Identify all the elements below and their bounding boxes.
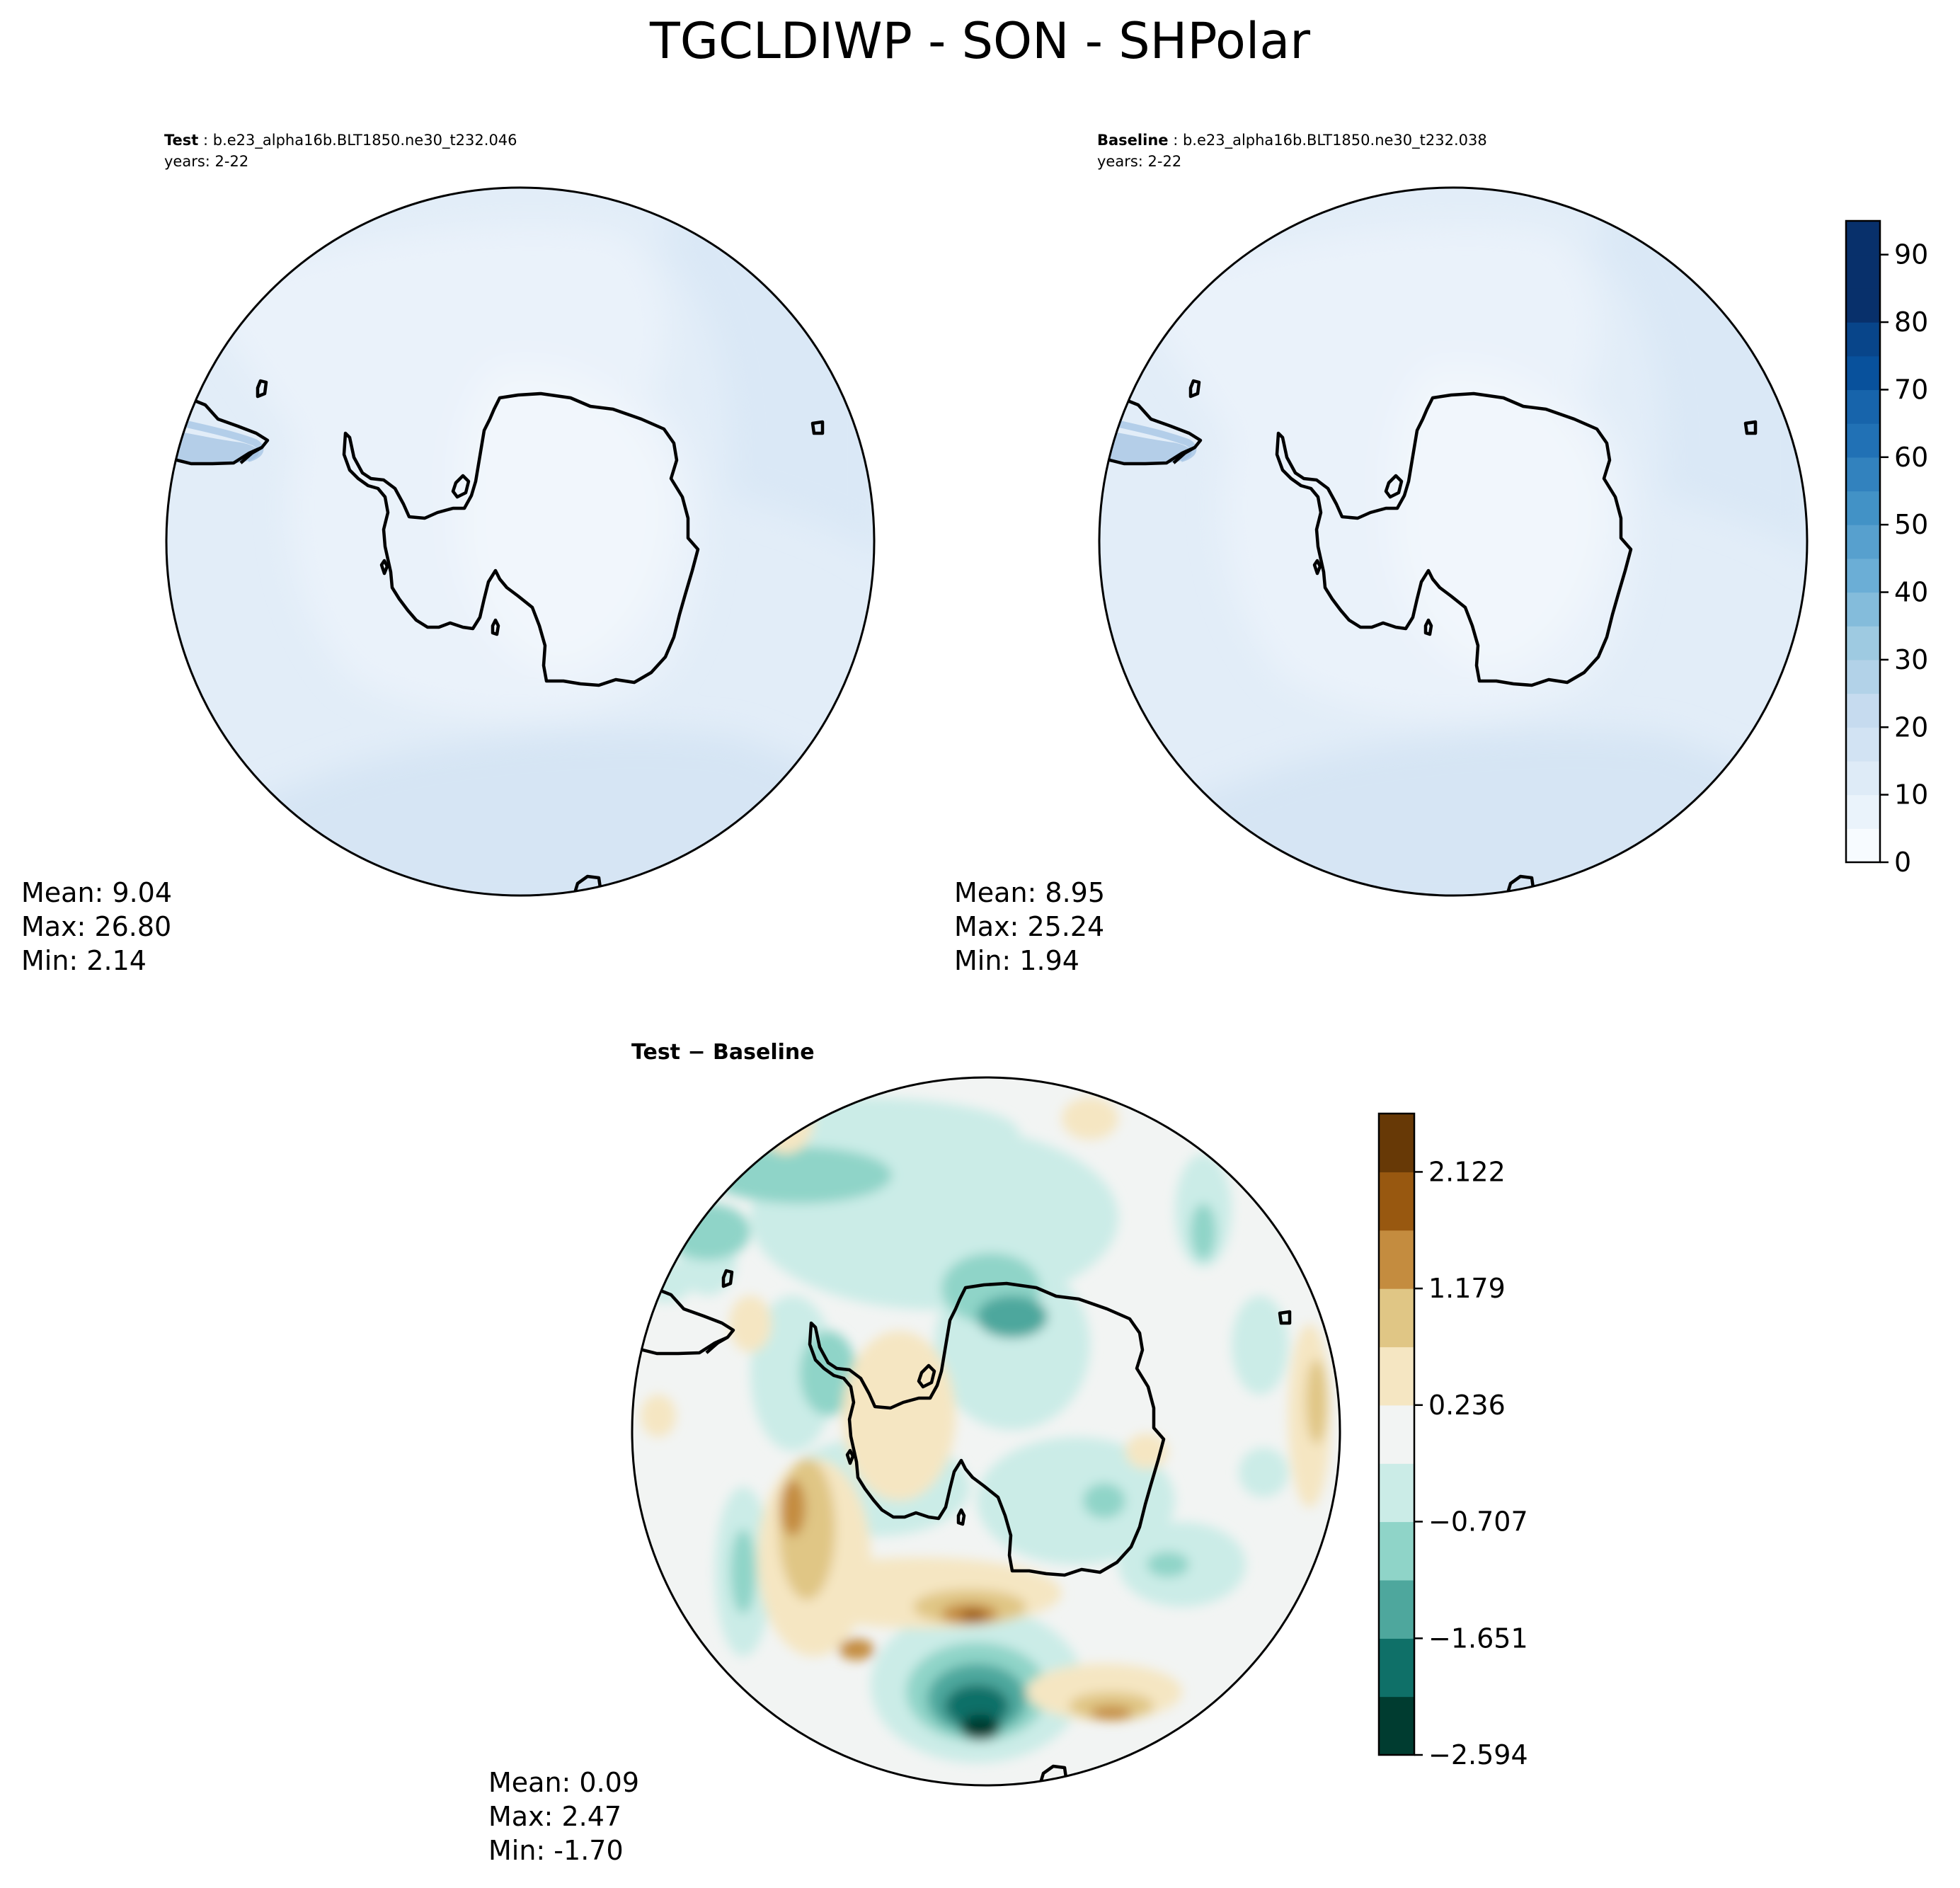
diff-colorbar-tick-label: 2.122 <box>1428 1156 1506 1187</box>
baseline-mean-text: Mean: 8.95 <box>954 877 1105 908</box>
test-panel-years: years: 2-22 <box>164 153 248 170</box>
test-panel-title: Test : b.e23_alpha16b.BLT1850.ne30_t232.… <box>164 132 517 149</box>
abs-colorbar-tick-label: 90 <box>1894 239 1928 270</box>
abs-colorbar-band <box>1846 659 1880 694</box>
baseline-map <box>1099 188 1807 896</box>
abs-colorbar-band <box>1846 626 1880 660</box>
abs-colorbar-band <box>1846 794 1880 829</box>
abs-colorbar-band <box>1846 355 1880 391</box>
test-panel-label: Test <box>164 132 198 149</box>
abs-colorbar-band <box>1846 828 1880 863</box>
diff-colorbar-band <box>1379 1172 1414 1231</box>
difference-map-boundary <box>631 1076 1341 1787</box>
test-panel-case: : b.e23_alpha16b.BLT1850.ne30_t232.046 <box>198 132 517 149</box>
diff-colorbar-band <box>1379 1463 1414 1523</box>
diff-colorbar-tick-label: 0.236 <box>1428 1390 1506 1421</box>
baseline-map-boundary <box>1098 186 1809 897</box>
abs-colorbar-band <box>1846 288 1880 323</box>
difference-min-text: Min: -1.70 <box>488 1835 624 1866</box>
abs-colorbar-tick-label: 80 <box>1894 307 1928 338</box>
diff-colorbar-tick-label: −2.594 <box>1428 1739 1528 1770</box>
diff-colorbar-band <box>1379 1579 1414 1639</box>
test-map <box>166 188 874 896</box>
difference-panel-title: Test − Baseline <box>631 1040 815 1065</box>
abs-colorbar-band <box>1846 693 1880 728</box>
abs-colorbar-band <box>1846 389 1880 424</box>
diff-colorbar: 2.122 1.179 0.236 −0.707 −1.651 −2.594 <box>1377 1112 1528 1770</box>
difference-stats: Mean: 0.09 Max: 2.47 Min: -1.70 <box>488 1767 639 1866</box>
test-max-text: Max: 26.80 <box>21 911 171 942</box>
baseline-panel-case: : b.e23_alpha16b.BLT1850.ne30_t232.038 <box>1169 132 1487 149</box>
abs-colorbar-tick-label: 0 <box>1894 847 1911 878</box>
difference-map <box>632 1077 1340 1785</box>
abs-colorbar-tick-label: 30 <box>1894 644 1928 675</box>
abs-colorbar-band <box>1846 727 1880 762</box>
abs-colorbar-band <box>1846 423 1880 458</box>
diff-colorbar-band <box>1379 1404 1414 1464</box>
abs-colorbar-band <box>1846 221 1880 256</box>
test-mean-text: Mean: 9.04 <box>21 877 172 908</box>
figure-title: TGCLDIWP - SON - SHPolar <box>649 12 1310 70</box>
difference-mean-text: Mean: 0.09 <box>488 1767 639 1798</box>
abs-colorbar-band <box>1846 491 1880 525</box>
diff-colorbar-band <box>1379 1230 1414 1289</box>
abs-colorbar-band <box>1846 457 1880 492</box>
test-panel: Test : b.e23_alpha16b.BLT1850.ne30_t232.… <box>21 132 876 976</box>
test-map-boundary <box>165 186 876 897</box>
abs-colorbar-band <box>1846 525 1880 559</box>
abs-colorbar-band <box>1846 254 1880 289</box>
diff-colorbar-tick-label: −0.707 <box>1428 1506 1528 1537</box>
diff-colorbar-band <box>1379 1521 1414 1581</box>
abs-colorbar-tick-label: 20 <box>1894 711 1928 743</box>
baseline-panel-years: years: 2-22 <box>1097 153 1181 170</box>
difference-max-text: Max: 2.47 <box>488 1801 621 1832</box>
abs-colorbar-band <box>1846 322 1880 357</box>
baseline-stats: Mean: 8.95 Max: 25.24 Min: 1.94 <box>954 877 1105 976</box>
abs-colorbar-tick-label: 60 <box>1894 442 1928 473</box>
baseline-panel-title: Baseline : b.e23_alpha16b.BLT1850.ne30_t… <box>1097 132 1487 149</box>
difference-panel: Test − Baseline <box>488 1040 1341 1866</box>
baseline-min-text: Min: 1.94 <box>954 945 1079 976</box>
diff-colorbar-tick-label: −1.651 <box>1428 1623 1528 1654</box>
diff-colorbar-band <box>1379 1638 1414 1698</box>
diff-colorbar-frame <box>1377 1112 1416 1756</box>
diff-colorbar-band <box>1379 1696 1414 1756</box>
abs-colorbar-band <box>1846 592 1880 627</box>
abs-colorbar: 0 10 20 30 40 50 60 70 80 90 <box>1845 219 1928 878</box>
baseline-panel: Baseline : b.e23_alpha16b.BLT1850.ne30_t… <box>954 132 1809 976</box>
test-min-text: Min: 2.14 <box>21 945 147 976</box>
baseline-max-text: Max: 25.24 <box>954 911 1104 942</box>
test-stats: Mean: 9.04 Max: 26.80 Min: 2.14 <box>21 877 172 976</box>
abs-colorbar-tick-label: 70 <box>1894 374 1928 405</box>
abs-colorbar-frame <box>1845 219 1881 864</box>
diff-colorbar-band <box>1379 1288 1414 1348</box>
abs-colorbar-tick-label: 10 <box>1894 779 1928 811</box>
abs-colorbar-tick-label: 50 <box>1894 509 1928 540</box>
baseline-panel-label: Baseline <box>1097 132 1169 149</box>
abs-colorbar-band <box>1846 760 1880 796</box>
abs-colorbar-band <box>1846 558 1880 593</box>
diff-colorbar-band <box>1379 1114 1414 1173</box>
diff-colorbar-tick-label: 1.179 <box>1428 1273 1506 1304</box>
diff-colorbar-band <box>1379 1346 1414 1406</box>
abs-colorbar-tick-label: 40 <box>1894 577 1928 608</box>
